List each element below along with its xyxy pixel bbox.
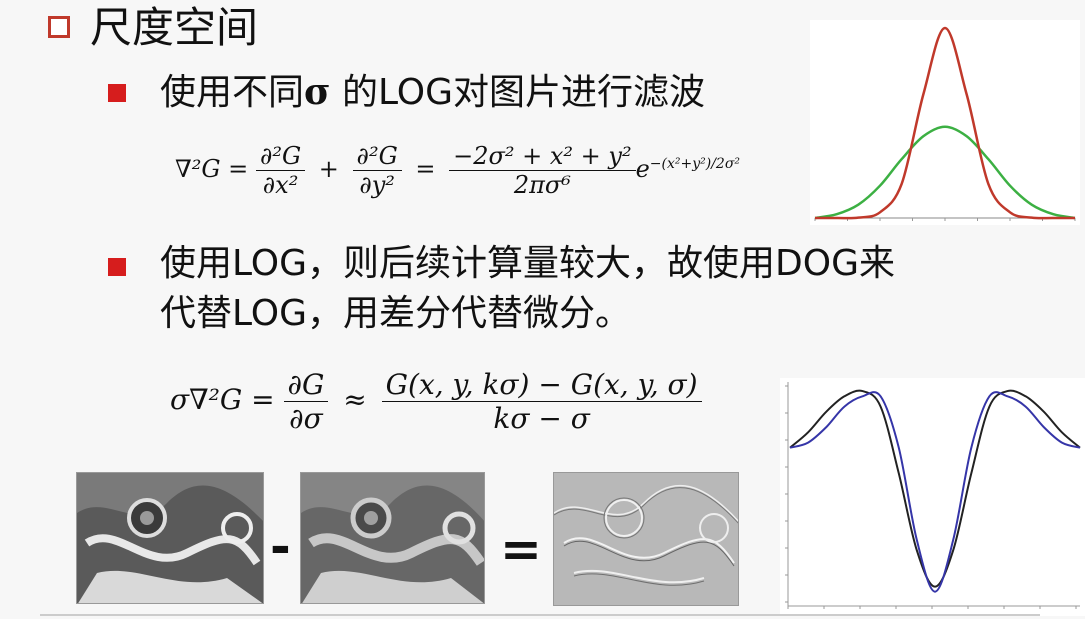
dog-chart-bg: [780, 378, 1085, 616]
formula1-equals: =: [415, 155, 436, 183]
formula1-term1: ∂²G ∂x²: [255, 142, 306, 199]
bullet-1-suffix: 的LOG对图片进行滤波: [330, 72, 706, 113]
dog-black-line: [789, 389, 1081, 588]
formula1-term3: −2σ² + x² + y² 2πσ⁶: [449, 142, 636, 199]
title-square-icon: [48, 16, 70, 38]
formula1-lhs: ∇²G =: [175, 155, 249, 183]
equals-operator: =: [500, 520, 542, 578]
formula2-term1-den: ∂σ: [289, 402, 323, 435]
formula1-exp-power: −(x²+y²)/2σ²: [649, 156, 740, 172]
bullet-1-text: 使用不同σ 的LOG对图片进行滤波: [160, 68, 705, 117]
bullet-1-prefix: 使用不同: [160, 72, 305, 113]
dog-ticks: [785, 385, 1077, 609]
formula1-term2-num: ∂²G: [352, 142, 402, 171]
formula2-term2-num: G(x, y, kσ) − G(x, y, σ): [381, 368, 702, 402]
formula2-lhs: σ∇²G =: [170, 383, 275, 416]
formula1-plus: +: [318, 155, 339, 183]
blur-image-2: [300, 472, 485, 604]
gaussian-chart-bg: [810, 20, 1080, 225]
wide-gaussian-line: [814, 125, 1076, 220]
bullet-2-line-2: 代替LOG，用差分代替微分。: [160, 293, 632, 334]
formula1-exp-base: e: [635, 155, 650, 183]
bullet-square-icon: [108, 84, 126, 102]
formula2-term2-den: kσ − σ: [493, 402, 590, 435]
formula2-term1-num: ∂G: [283, 368, 329, 402]
formula1-term2-den: ∂y²: [359, 171, 395, 199]
gaussian-chart: [810, 20, 1080, 225]
dog-blue-line: [789, 391, 1081, 593]
formula1-term3-num: −2σ² + x² + y²: [449, 142, 636, 171]
formula1-term1-num: ∂²G: [255, 142, 306, 171]
footer-divider: [40, 614, 1040, 616]
formula1-term2: ∂²G ∂y²: [352, 142, 402, 199]
formula1-term1-den: ∂x²: [262, 171, 299, 199]
formula2-term1: ∂G ∂σ: [283, 368, 329, 435]
formula1-term3-den: 2πσ⁶: [513, 171, 571, 199]
narrow-gaussian-line: [814, 26, 1076, 220]
sigma-symbol: σ: [304, 71, 331, 113]
blur-image-1: [76, 472, 264, 604]
log-formula: ∇²G = ∂²G ∂x² + ∂²G ∂y² = −2σ² + x² + y²…: [175, 142, 740, 199]
slide-title: 尺度空间: [90, 3, 259, 52]
dog-formula: σ∇²G = ∂G ∂σ ≈ G(x, y, kσ) − G(x, y, σ) …: [170, 368, 702, 435]
bullet-2-line-1: 使用LOG，则后续计算量较大，故使用DOG来: [160, 243, 895, 284]
dog-result-image: [553, 472, 739, 606]
dog-chart: [780, 378, 1085, 616]
formula2-term2: G(x, y, kσ) − G(x, y, σ) kσ − σ: [381, 368, 702, 435]
bullet-square-icon: [108, 258, 126, 276]
minus-operator: -: [270, 518, 291, 576]
formula2-approx: ≈: [343, 383, 367, 416]
